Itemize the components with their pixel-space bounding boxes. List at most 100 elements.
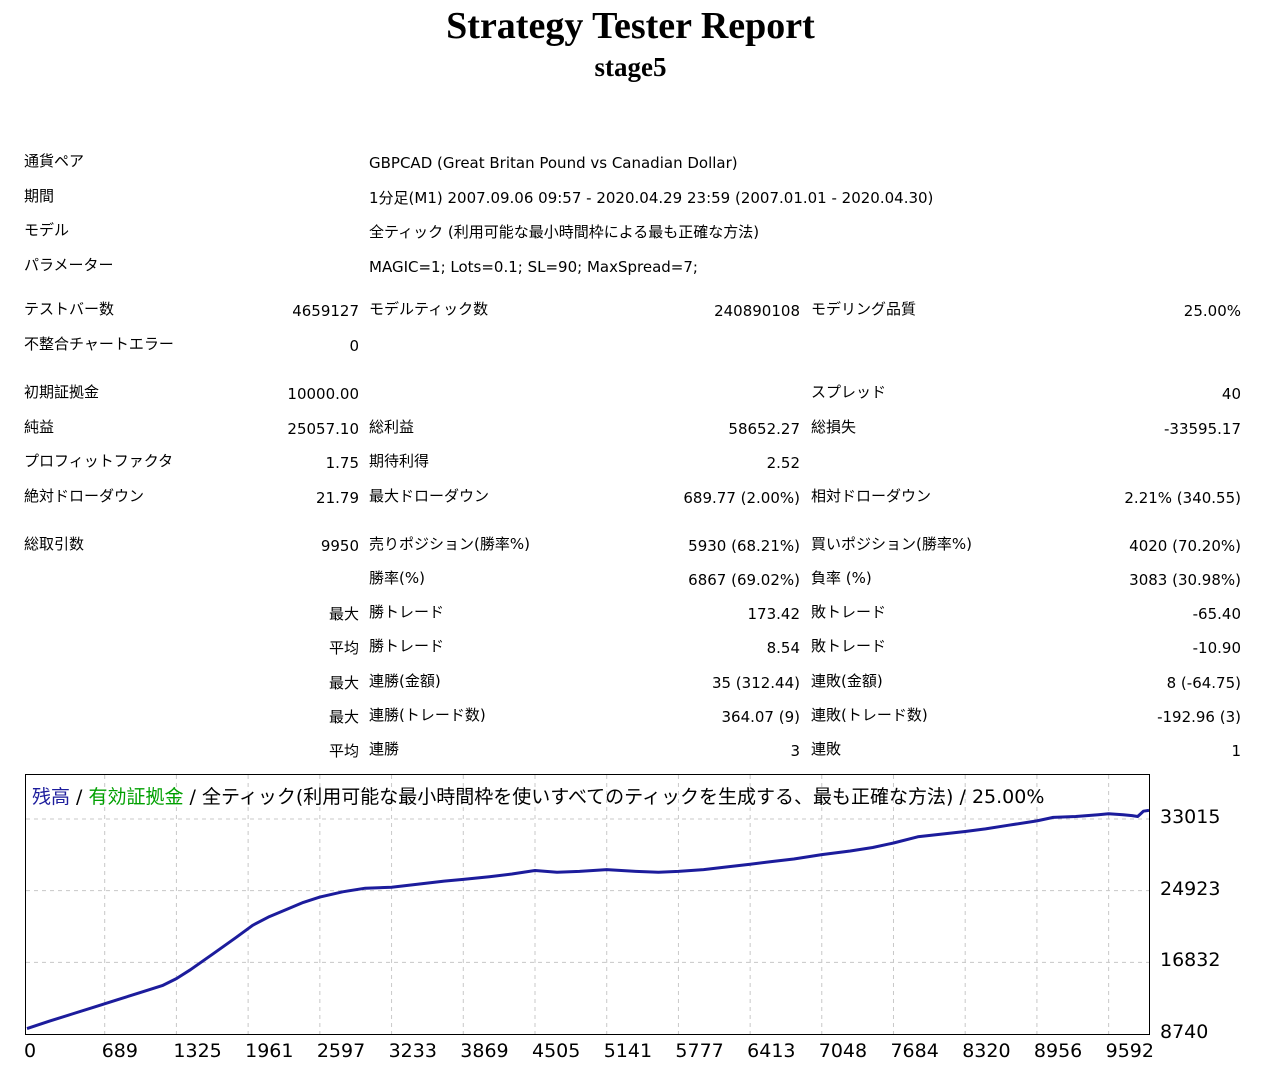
stat-label: スプレッド	[811, 383, 887, 401]
stat-label: 連敗(トレード数)	[811, 706, 928, 724]
stat-value: 35 (312.44)	[711, 674, 800, 692]
stat-value: 6867 (69.02%)	[688, 571, 800, 589]
stat-value: 最大	[328, 708, 359, 726]
legend-quality: 25.00%	[971, 786, 1045, 808]
stat-value: 最大	[328, 674, 359, 692]
stat-label: 連勝	[369, 740, 400, 758]
legend-model: 全ティック(利用可能な最小時間枠を使いすべてのティックを生成する、最も正確な方法…	[202, 786, 954, 808]
stat-value: 58652.27	[728, 420, 800, 438]
stat-value: 4659127	[292, 302, 359, 320]
legend-separator: /	[70, 786, 89, 808]
stat-value: 3	[790, 742, 800, 760]
x-tick-label: 0	[24, 1040, 37, 1062]
stat-value: 2.21% (340.55)	[1124, 489, 1241, 507]
stat-value: 0	[349, 337, 359, 355]
stat-value: 173.42	[747, 605, 801, 623]
stat-label: モデリング品質	[811, 300, 917, 318]
equity-chart	[25, 774, 1150, 1035]
stat-value: -65.40	[1192, 605, 1241, 623]
stat-value: 10000.00	[287, 385, 359, 403]
stat-label: 買いポジション(勝率%)	[811, 535, 972, 553]
stat-label: テストバー数	[24, 300, 115, 318]
stat-label: 連勝(トレード数)	[369, 706, 486, 724]
stat-label: 敗トレード	[811, 637, 887, 655]
x-tick-label: 1961	[245, 1040, 294, 1062]
stat-label: 総利益	[369, 418, 415, 436]
x-tick-label: 7048	[818, 1040, 868, 1062]
y-tick-label: 33015	[1160, 806, 1221, 828]
stat-value: 364.07 (9)	[721, 708, 800, 726]
stat-label: 純益	[24, 418, 55, 436]
x-tick-label: 689	[101, 1040, 138, 1062]
stat-label: 期待利得	[369, 452, 430, 470]
legend-balance: 残高	[32, 786, 71, 808]
stat-label: プロフィットファクタ	[24, 452, 174, 470]
stat-value: 4020 (70.20%)	[1129, 537, 1241, 555]
report-title: Strategy Tester Report	[446, 5, 815, 47]
info-label: パラメーター	[24, 256, 114, 274]
stat-label: 負率 (%)	[811, 569, 872, 587]
stat-value: 1	[1231, 742, 1241, 760]
stat-label: 総損失	[811, 418, 857, 436]
x-tick-label: 3233	[388, 1040, 437, 1062]
stat-label: 勝トレード	[369, 603, 445, 621]
info-value: GBPCAD (Great Britan Pound vs Canadian D…	[369, 154, 738, 172]
stat-label: 連勝(金額)	[369, 672, 441, 690]
stat-value: 21.79	[316, 489, 359, 507]
stat-value: 9950	[320, 537, 359, 555]
stat-label: 連敗	[811, 740, 842, 758]
info-value: MAGIC=1; Lots=0.1; SL=90; MaxSpread=7;	[369, 258, 698, 276]
chart-legend: 残高 / 有効証拠金 / 全ティック(利用可能な最小時間枠を使いすべてのティック…	[32, 782, 1044, 809]
stat-label: 総取引数	[24, 535, 85, 553]
stat-label: 最大ドローダウン	[369, 487, 490, 505]
x-tick-label: 8320	[962, 1040, 1011, 1062]
stat-value: 240890108	[714, 302, 800, 320]
y-tick-label: 16832	[1160, 949, 1221, 972]
stat-value: 2.52	[766, 454, 800, 472]
legend-separator: /	[953, 786, 972, 808]
stat-value: 8.54	[766, 639, 800, 657]
x-tick-label: 9592	[1105, 1040, 1154, 1062]
stat-value: 平均	[328, 742, 359, 760]
x-tick-label: 8956	[1033, 1040, 1083, 1062]
stat-label: 敗トレード	[811, 603, 887, 621]
balance-line	[26, 808, 1149, 1031]
report-subtitle: stage5	[594, 52, 667, 82]
info-value: 全ティック (利用可能な最小時間枠による最も正確な方法)	[369, 223, 760, 241]
stat-label: モデルティック数	[369, 300, 489, 318]
stat-value: 5930 (68.21%)	[688, 537, 800, 555]
x-tick-label: 2597	[316, 1040, 366, 1062]
y-tick-label: 8740	[1160, 1021, 1209, 1043]
stat-value: 25.00%	[1183, 302, 1241, 320]
stat-value: 689.77 (2.00%)	[683, 489, 800, 507]
stat-label: 勝トレード	[369, 637, 445, 655]
stat-value: -10.90	[1192, 639, 1241, 657]
x-tick-label: 5141	[603, 1040, 653, 1062]
x-tick-label: 3869	[460, 1040, 509, 1062]
info-label: 期間	[24, 187, 55, 205]
legend-separator: /	[183, 786, 202, 808]
stat-value: 40	[1221, 385, 1241, 403]
stat-label: 絶対ドローダウン	[24, 487, 145, 505]
stat-value: -33595.17	[1164, 420, 1241, 438]
stat-label: 勝率(%)	[369, 569, 425, 587]
stat-label: 売りポジション(勝率%)	[369, 535, 530, 553]
x-tick-label: 5777	[675, 1040, 724, 1062]
stat-value: 最大	[328, 605, 359, 623]
stat-value: 1.75	[325, 454, 359, 472]
stat-value: -192.96 (3)	[1157, 708, 1241, 726]
stat-value: 平均	[328, 639, 359, 657]
legend-equity: 有効証拠金	[88, 786, 184, 808]
stat-value: 8 (-64.75)	[1166, 674, 1241, 692]
info-label: 通貨ペア	[24, 152, 85, 170]
stat-value: 25057.10	[287, 420, 359, 438]
info-label: モデル	[24, 221, 70, 239]
x-tick-label: 6413	[747, 1040, 796, 1062]
y-tick-label: 24923	[1160, 877, 1221, 900]
x-tick-label: 4505	[532, 1040, 581, 1062]
info-value: 1分足(M1) 2007.09.06 09:57 - 2020.04.29 23…	[369, 189, 934, 207]
x-tick-label: 7684	[890, 1040, 939, 1062]
stat-label: 相対ドローダウン	[811, 487, 932, 505]
stat-label: 不整合チャートエラー	[24, 335, 174, 353]
stat-label: 初期証拠金	[24, 383, 100, 401]
